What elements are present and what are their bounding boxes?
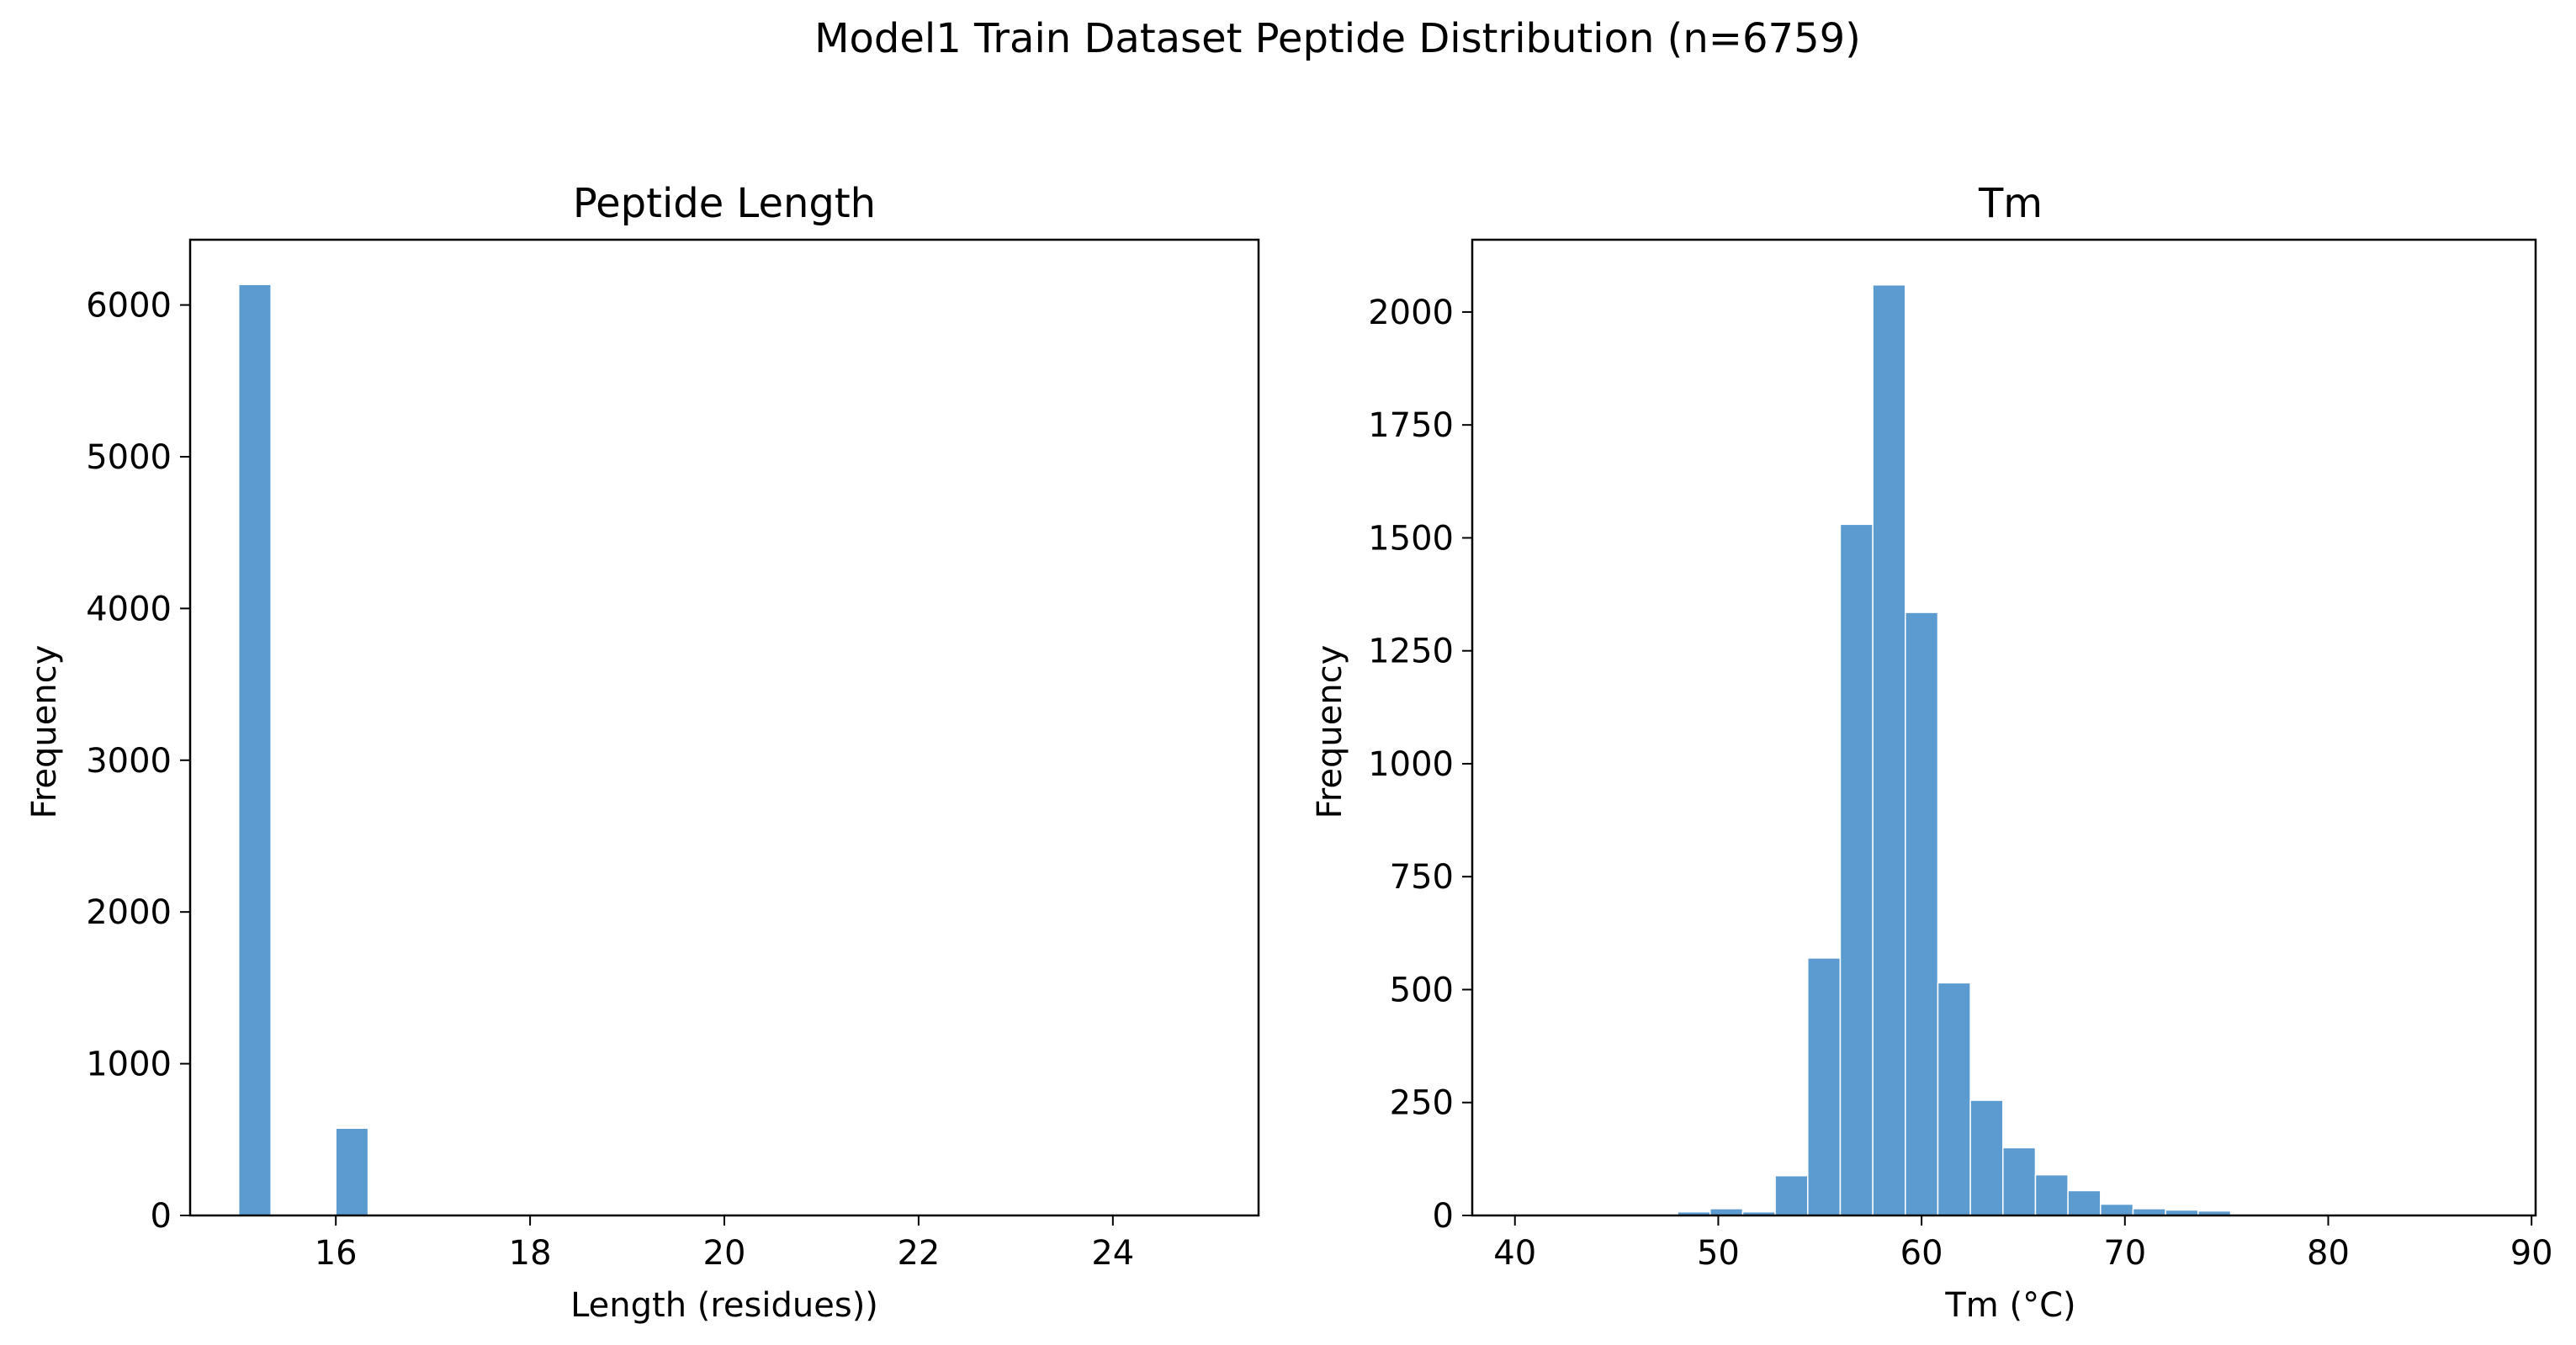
- peptide-length-x-tick-label: 16: [315, 1234, 358, 1273]
- peptide-length-axes-frame: [188, 238, 1260, 1217]
- tm-bar-11: [1872, 283, 1906, 1216]
- tm-y-tick-label: 1500: [1368, 519, 1454, 558]
- tm-x-tick-label: 90: [2510, 1234, 2553, 1273]
- peptide-length-x-tick-label: 20: [703, 1234, 746, 1273]
- peptide-length-x-tick-label: 22: [897, 1234, 940, 1273]
- tm-x-tick-label: 80: [2307, 1234, 2350, 1273]
- tm-x-axis-label: Tm (°C): [1944, 1286, 2075, 1325]
- tm-axes-frame: [1471, 238, 2537, 1217]
- tm-y-tick-label: 1250: [1368, 633, 1454, 671]
- peptide-length-y-axis-label: Frequency: [25, 645, 64, 819]
- tm-y-axis-label: Frequency: [1311, 645, 1349, 819]
- peptide-length-y-tick-label: 3000: [86, 742, 172, 781]
- tm-x-tick-label: 60: [1900, 1234, 1943, 1273]
- tm-y-tick-label: 1000: [1368, 745, 1454, 784]
- tm-bar-15: [2002, 1146, 2037, 1216]
- peptide-length-x-tick-label: 24: [1091, 1234, 1134, 1273]
- tm-y-tick-label: 500: [1390, 971, 1454, 1009]
- tm-bar-16: [2034, 1173, 2069, 1216]
- tm-x-tick-label: 50: [1697, 1234, 1740, 1273]
- peptide-length-x-axis-label: Length (residues)): [570, 1286, 878, 1325]
- peptide-length-x-ticks: 16 18 20 22 24: [315, 1215, 1134, 1273]
- tm-bar-13: [1937, 982, 1971, 1216]
- peptide-length-y-tick-label: 2000: [86, 893, 172, 932]
- tm-y-tick-label: 0: [1433, 1197, 1454, 1236]
- tm-bar-17: [2067, 1189, 2102, 1216]
- peptide-length-histogram-panel: Peptide Length Length (residues)) Freque…: [25, 180, 1260, 1325]
- tm-y-tick-label: 250: [1390, 1084, 1454, 1123]
- peptide-length-y-tick-label: 0: [151, 1197, 172, 1236]
- tm-y-ticks: 0 250 500 750 1000 1250 1500 1750 2000: [1368, 294, 1472, 1236]
- peptide-length-bars: [237, 283, 758, 1216]
- tm-y-tick-label: 750: [1390, 858, 1454, 897]
- tm-y-tick-label: 1750: [1368, 406, 1454, 445]
- tm-bar-9: [1807, 957, 1842, 1216]
- tm-histogram-panel: Tm Tm (°C) Frequency 40 50 60 70 80 90 0 250 50…: [1311, 180, 2553, 1325]
- figure-suptitle: Model1 Train Dataset Peptide Distributio…: [814, 15, 1861, 62]
- tm-x-ticks: 40 50 60 70 80 90: [1493, 1215, 2553, 1273]
- tm-title: Tm: [1978, 180, 2043, 227]
- peptide-length-y-tick-label: 5000: [86, 438, 172, 477]
- peptide-length-bar-1: [335, 1127, 369, 1216]
- tm-x-tick-label: 40: [1493, 1234, 1536, 1273]
- peptide-length-y-tick-label: 1000: [86, 1046, 172, 1084]
- tm-bar-8: [1774, 1174, 1809, 1216]
- peptide-length-bar-0: [237, 283, 272, 1216]
- tm-x-tick-label: 70: [2103, 1234, 2146, 1273]
- peptide-length-y-ticks: 0 1000 2000 3000 4000 5000 6000: [86, 287, 190, 1236]
- tm-bar-18: [2100, 1203, 2134, 1216]
- peptide-length-x-tick-label: 18: [509, 1234, 552, 1273]
- peptide-length-y-tick-label: 4000: [86, 590, 172, 628]
- tm-bar-12: [1905, 612, 1939, 1216]
- tm-bar-10: [1839, 523, 1874, 1216]
- peptide-length-title: Peptide Length: [573, 180, 876, 227]
- peptide-length-y-tick-label: 6000: [86, 287, 172, 326]
- tm-bar-14: [1969, 1099, 2004, 1216]
- tm-y-tick-label: 2000: [1368, 294, 1454, 332]
